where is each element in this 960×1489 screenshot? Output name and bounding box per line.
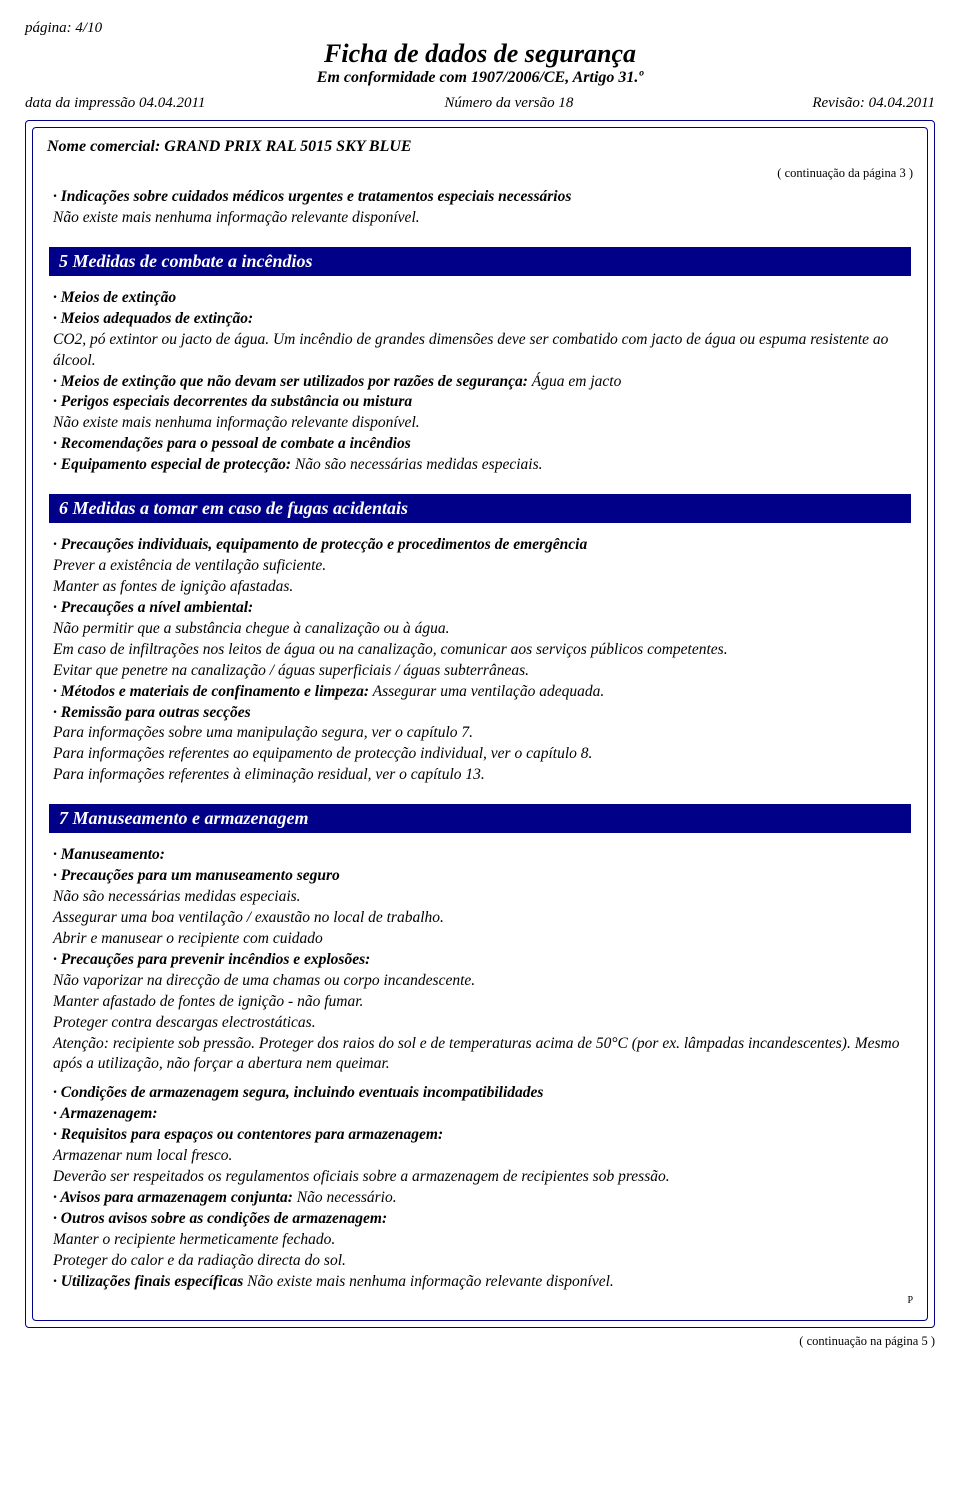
s6-l6: Em caso de infiltrações nos leitos de ág… xyxy=(53,640,913,661)
s7-l2: Precauções para um manuseamento seguro xyxy=(53,867,340,884)
s5-l3: CO2, pó extintor ou jacto de água. Um in… xyxy=(53,330,913,372)
s6-l7: Evitar que penetre na canalização / água… xyxy=(53,661,913,682)
s6-l10: Para informações sobre uma manipulação s… xyxy=(53,723,913,744)
s6-l11: Para informações referentes ao equipamen… xyxy=(53,744,913,765)
page-number: página: 4/10 xyxy=(25,20,935,37)
s7-l5: Abrir e manusear o recipiente com cuidad… xyxy=(53,929,913,950)
s6-l9: Remissão para outras secções xyxy=(53,704,251,721)
s6-l12: Para informações referentes à eliminação… xyxy=(53,765,913,786)
continuation-from: ( continuação da página 3 ) xyxy=(47,166,913,181)
s7-l17: Outros avisos sobre as condições de arma… xyxy=(53,1210,387,1227)
s7-l12: Armazenagem: xyxy=(53,1105,158,1122)
s6-l3: Manter as fontes de ignição afastadas. xyxy=(53,577,913,598)
intro-block: Indicações sobre cuidados médicos urgent… xyxy=(51,187,913,229)
s5-l4a: Meios de extinção que não devam ser util… xyxy=(53,373,528,390)
s7-l3: Não são necessárias medidas especiais. xyxy=(53,887,913,908)
s6-l8b: Assegurar uma ventilação adequada. xyxy=(369,683,604,700)
s6-l5: Não permitir que a substância chegue à c… xyxy=(53,619,913,640)
section-7-header: 7 Manuseamento e armazenagem xyxy=(49,804,911,833)
s7-l18: Manter o recipiente hermeticamente fecha… xyxy=(53,1230,913,1251)
meta-row: data da impressão 04.04.2011 Número da v… xyxy=(25,95,935,112)
s7-l13: Requisitos para espaços ou contentores p… xyxy=(53,1126,443,1143)
s5-l1: Meios de extinção xyxy=(53,289,176,306)
s6-l2: Prever a existência de ventilação sufici… xyxy=(53,556,913,577)
s7-l9: Proteger contra descargas electrostática… xyxy=(53,1013,913,1034)
s7-l10: Atenção: recipiente sob pressão. Protege… xyxy=(53,1034,913,1076)
s6-l1: Precauções individuais, equipamento de p… xyxy=(53,536,587,553)
s5-l7: Recomendações para o pessoal de combate … xyxy=(53,435,411,452)
page-container: página: 4/10 Ficha de dados de segurança… xyxy=(0,0,960,1369)
s5-l4b: Água em jacto xyxy=(528,373,621,390)
s5-l8a: Equipamento especial de protecção: xyxy=(53,456,291,473)
s7-l4: Assegurar uma boa ventilação / exaustão … xyxy=(53,908,913,929)
s7-l16b: Não necessário. xyxy=(293,1189,397,1206)
continuation-to: ( continuação na página 5 ) xyxy=(25,1334,935,1349)
s7-l16a: Avisos para armazenagem conjunta: xyxy=(53,1189,293,1206)
s7-l20a: Utilizações finais específicas xyxy=(53,1273,243,1290)
s5-l5: Perigos especiais decorrentes da substân… xyxy=(53,393,412,410)
s6-l8a: Métodos e materiais de confinamento e li… xyxy=(53,683,369,700)
document-subtitle: Em conformidade com 1907/2006/CE, Artigo… xyxy=(25,69,935,87)
revision-date: Revisão: 04.04.2011 xyxy=(812,95,935,112)
s5-l6: Não existe mais nenhuma informação relev… xyxy=(53,413,913,434)
print-date: data da impressão 04.04.2011 xyxy=(25,95,205,112)
s7-l14: Armazenar num local fresco. xyxy=(53,1146,913,1167)
s7-l20b: Não existe mais nenhuma informação relev… xyxy=(243,1273,614,1290)
s7-l19: Proteger do calor e da radiação directa … xyxy=(53,1251,913,1272)
document-title: Ficha de dados de segurança xyxy=(25,39,935,69)
s7-l11: Condições de armazenagem segura, incluin… xyxy=(53,1084,543,1101)
s7-l6: Precauções para prevenir incêndios e exp… xyxy=(53,951,370,968)
product-name: Nome comercial: GRAND PRIX RAL 5015 SKY … xyxy=(47,138,913,156)
inner-frame: Nome comercial: GRAND PRIX RAL 5015 SKY … xyxy=(32,127,928,1321)
section-6-header: 6 Medidas a tomar em caso de fugas acide… xyxy=(49,494,911,523)
intro-line1: Indicações sobre cuidados médicos urgent… xyxy=(53,188,571,205)
s5-l2: Meios adequados de extinção: xyxy=(53,310,253,327)
s6-l4: Precauções a nível ambiental: xyxy=(53,599,253,616)
s7-l1: Manuseamento: xyxy=(53,846,165,863)
section-7: 7 Manuseamento e armazenagem Manuseament… xyxy=(47,804,913,1292)
s7-l15: Deverão ser respeitados os regulamentos … xyxy=(53,1167,913,1188)
section-5-header: 5 Medidas de combate a incêndios xyxy=(49,247,911,276)
s7-l7: Não vaporizar na direcção de uma chamas … xyxy=(53,971,913,992)
intro-line2: Não existe mais nenhuma informação relev… xyxy=(53,208,913,229)
outer-frame: Nome comercial: GRAND PRIX RAL 5015 SKY … xyxy=(25,120,935,1328)
section-5: 5 Medidas de combate a incêndios Meios d… xyxy=(47,247,913,476)
p-mark: P xyxy=(47,1295,913,1306)
version-number: Número da versão 18 xyxy=(444,95,573,112)
s5-l8b: Não são necessárias medidas especiais. xyxy=(291,456,542,473)
s7-l8: Manter afastado de fontes de ignição - n… xyxy=(53,992,913,1013)
section-6: 6 Medidas a tomar em caso de fugas acide… xyxy=(47,494,913,786)
